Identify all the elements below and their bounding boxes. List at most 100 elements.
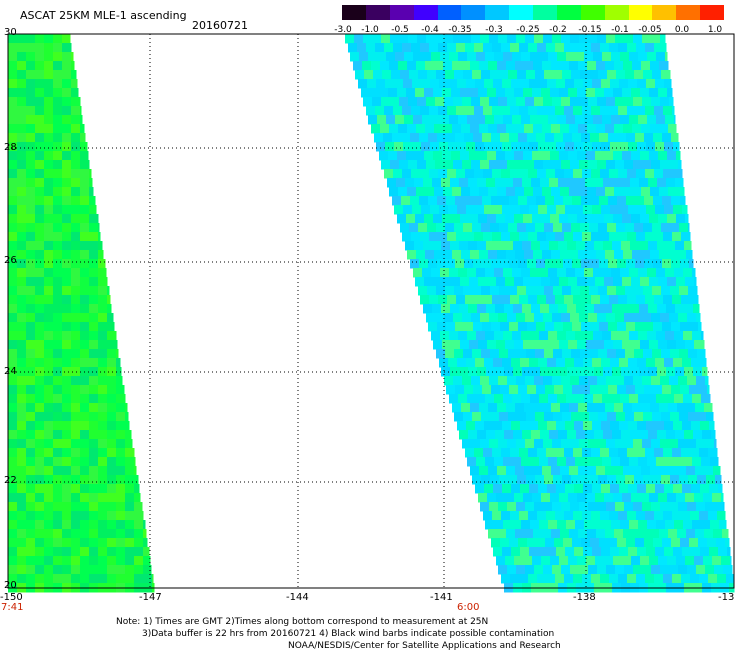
swath-cell xyxy=(530,457,540,467)
swath-cell xyxy=(651,376,661,386)
swath-cell xyxy=(499,349,509,359)
swath-cell xyxy=(452,403,462,413)
swath-cell xyxy=(557,268,567,278)
swath-cell xyxy=(385,79,395,89)
swath-cell xyxy=(662,322,672,332)
swath-cell xyxy=(571,349,581,359)
swath-cell xyxy=(655,358,665,368)
swath-cell xyxy=(482,133,492,143)
swath-cell xyxy=(116,556,126,566)
swath-cell xyxy=(577,214,587,224)
swath-cell xyxy=(381,97,391,107)
swath-cell xyxy=(71,457,81,467)
swath-cell xyxy=(35,367,45,377)
swath-cell xyxy=(671,196,681,206)
swath-cell xyxy=(669,97,674,107)
swath-cell xyxy=(71,295,81,305)
swath-cell xyxy=(345,34,355,44)
swath-cell xyxy=(481,286,491,296)
swath-cell xyxy=(541,151,551,161)
swath-cell xyxy=(537,448,547,458)
swath-cell xyxy=(687,439,697,449)
swath-cell xyxy=(526,475,536,485)
swath-cell xyxy=(8,412,18,422)
swath-cell xyxy=(134,484,140,494)
swath-cell xyxy=(8,376,18,386)
swath-cell xyxy=(8,574,18,584)
swath-cell xyxy=(71,304,81,314)
swath-cell xyxy=(425,187,435,197)
swath-cell xyxy=(534,376,544,386)
swath-cell xyxy=(599,322,609,332)
swath-cell xyxy=(399,97,409,107)
swath-cell xyxy=(17,61,27,71)
swath-cell xyxy=(641,124,651,134)
swath-cell xyxy=(475,358,485,368)
swath-cell xyxy=(645,448,655,458)
swath-cell xyxy=(44,277,54,287)
swath-cell xyxy=(486,241,496,251)
swath-cell xyxy=(116,493,126,503)
swath-cell xyxy=(512,394,522,404)
swath-cell xyxy=(503,115,513,125)
swath-cell xyxy=(642,565,652,575)
swath-cell xyxy=(26,313,36,323)
swath-cell xyxy=(644,196,654,206)
swath-cell xyxy=(380,124,390,134)
swath-cell xyxy=(44,493,54,503)
lat-label-28: 28 xyxy=(4,142,17,153)
swath-cell xyxy=(648,241,658,251)
swath-cell xyxy=(620,457,630,467)
swath-cell xyxy=(622,340,632,350)
swath-cell xyxy=(659,250,669,260)
swath-cell xyxy=(611,457,621,467)
swath-cell xyxy=(519,169,529,179)
swath-cell xyxy=(528,106,538,116)
swath-cell xyxy=(721,493,724,503)
swath-cell xyxy=(562,223,572,233)
swath-cell xyxy=(606,313,616,323)
swath-cell xyxy=(17,529,27,539)
swath-cell xyxy=(601,205,611,215)
swath-cell xyxy=(609,169,619,179)
swath-cell xyxy=(17,79,27,89)
swath-cell xyxy=(588,97,598,107)
swath-cell xyxy=(436,349,446,359)
swath-cell xyxy=(53,52,63,62)
swath-cell xyxy=(471,313,481,323)
swath-cell xyxy=(509,538,519,548)
swath-cell xyxy=(462,97,472,107)
swath-cell xyxy=(575,52,585,62)
swath-cell xyxy=(617,538,627,548)
swath-cell xyxy=(628,547,638,557)
swath-cell xyxy=(639,367,649,377)
swath-cell xyxy=(405,241,415,251)
swath-cell xyxy=(594,430,604,440)
swath-cell xyxy=(542,124,552,134)
map-date: 20160721 xyxy=(192,19,248,32)
swath-cell xyxy=(565,358,575,368)
swath-cell xyxy=(439,79,449,89)
swath-cell xyxy=(529,358,539,368)
swath-cell xyxy=(463,412,473,422)
swath-cell xyxy=(550,277,560,287)
swath-cell xyxy=(35,313,45,323)
swath-cell xyxy=(485,115,495,125)
swath-cell xyxy=(492,106,502,116)
swath-cell xyxy=(116,394,126,404)
swath-cell xyxy=(648,178,658,188)
swath-cell xyxy=(8,484,18,494)
swath-cell xyxy=(512,52,522,62)
swath-cell xyxy=(610,421,620,431)
swath-cell xyxy=(669,313,679,323)
swath-cell xyxy=(17,340,27,350)
swath-cell xyxy=(80,502,90,512)
swath-cell xyxy=(570,565,580,575)
swath-cell xyxy=(53,565,63,575)
swath-cell xyxy=(417,34,427,44)
swath-cell xyxy=(475,484,485,494)
swath-cell xyxy=(44,115,54,125)
swath-cell xyxy=(496,151,506,161)
swath-cell xyxy=(35,295,45,305)
swath-cell xyxy=(17,376,27,386)
